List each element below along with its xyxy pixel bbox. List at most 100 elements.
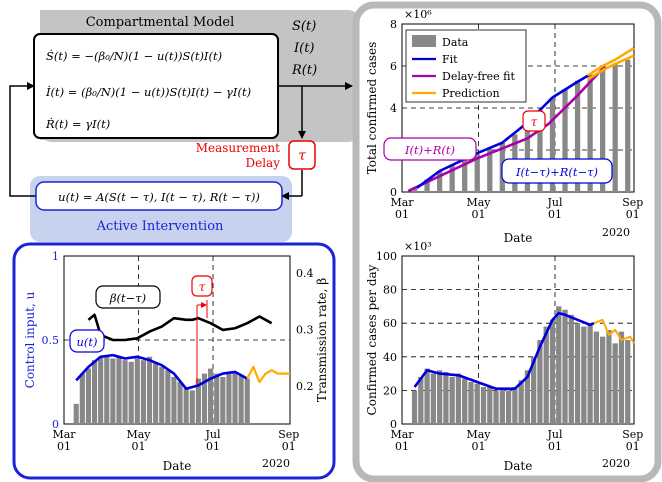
c1-ytick: 8 <box>390 18 397 31</box>
cumulative-exponent: ×10⁶ <box>404 8 432 21</box>
c2-data-bar <box>462 378 468 424</box>
c2-xtick-month: Mar <box>390 428 414 441</box>
c2-data-bar <box>537 340 543 424</box>
c2-data-bar <box>499 388 505 424</box>
c2-ytick: 0 <box>390 418 397 431</box>
c2-data-bar <box>505 390 512 424</box>
c2-data-bar <box>424 368 430 424</box>
c3-xtick-day: 01 <box>57 440 71 453</box>
c2-data-bar <box>468 382 474 424</box>
c3-xtick-month: Jul <box>205 428 221 441</box>
c1-data-bar <box>587 74 593 192</box>
c2-data-bar <box>581 326 587 424</box>
c3-data-bar <box>110 358 116 424</box>
c3-data-bar <box>159 366 165 424</box>
delay-label-line2: Delay <box>246 156 281 170</box>
control-xlabel: Date <box>163 459 192 473</box>
c3-ytick: 0.5 <box>42 334 60 347</box>
c2-xtick-day: 01 <box>626 440 640 453</box>
c1-data-bar <box>474 154 480 192</box>
ann-irdelay-box <box>501 158 613 184</box>
equation-r: Ṙ(t) = γI(t) <box>45 117 110 131</box>
c1-ytick: 6 <box>390 60 397 73</box>
c2-data-bar <box>556 306 562 424</box>
intervention-box <box>35 181 283 211</box>
beta-line <box>87 313 273 342</box>
ann-irdelay: I(t−τ)+R(t−τ) <box>515 165 598 179</box>
c2-ytick: 20 <box>383 384 397 397</box>
c2-data-bar <box>549 319 556 424</box>
c2-data-bar <box>480 387 487 424</box>
c2-data-bar <box>612 343 618 424</box>
c3-data-bar <box>79 373 85 424</box>
cumulative-ylabel: Total confirmed cases <box>365 42 379 175</box>
c1-data-bar <box>600 68 606 192</box>
ann-u: u(t) <box>76 335 97 349</box>
c3-data-bar <box>244 378 250 424</box>
c3-ytick: 0 <box>52 418 59 431</box>
c2-ytick: 80 <box>383 284 397 297</box>
c2-data-bar <box>587 323 593 424</box>
daily-xlabel: Date <box>504 459 533 473</box>
legend-fit-label: Fit <box>442 53 458 66</box>
c3-data-bar <box>214 373 220 424</box>
c2-ytick: 60 <box>383 317 397 330</box>
c3-data-bar <box>232 371 238 424</box>
c3-ytick: 1 <box>52 250 59 263</box>
c3-data-bar <box>98 356 104 424</box>
ann-tau-box <box>522 110 546 132</box>
legend-delayfree-label: Delay-free fit <box>442 70 516 83</box>
c3-xtick-month: Sep <box>278 428 299 441</box>
c2-data-bar <box>600 336 606 424</box>
c3-data-bar <box>128 361 134 424</box>
daily-ylabel: Confirmed cases per day <box>365 264 379 415</box>
u-line <box>75 353 248 391</box>
c3-data-bar <box>165 370 171 424</box>
ann-beta: β(t−τ) <box>109 291 146 305</box>
c2-data-bar <box>606 329 612 424</box>
c1-data-bar <box>574 80 581 192</box>
c1-data-bar <box>612 63 618 193</box>
daily-year: 2020 <box>602 457 630 470</box>
control-ylabel-right: Transmission rate, β <box>315 278 329 402</box>
c2-data-bar <box>449 376 455 424</box>
c2-data-bar <box>455 373 462 424</box>
intervention-formula: u(t) = A(S(t − τ), I(t − τ), R(t − τ)) <box>58 190 260 204</box>
c2-data-bar <box>493 390 499 424</box>
c2-ytick: 40 <box>383 351 397 364</box>
c2-ytick: 100 <box>376 250 397 263</box>
control-year: 2020 <box>262 457 290 470</box>
c2-xtick-day: 01 <box>471 440 485 453</box>
c2-xtick-day: 01 <box>548 440 562 453</box>
c1-ytick: 4 <box>390 102 397 115</box>
c2-data-bar <box>593 331 600 424</box>
c1-data-bar <box>625 59 631 193</box>
daily-fit-line <box>413 311 595 391</box>
c3-data-bar <box>116 356 122 424</box>
ann-beta-box <box>95 285 161 309</box>
c2-data-bar <box>512 387 518 424</box>
c3-data-bar <box>153 363 159 424</box>
c3-data-bar <box>220 376 226 424</box>
ann-tau: τ <box>531 115 538 129</box>
c2-data-bar <box>443 371 449 424</box>
c2-data-bar <box>524 370 531 424</box>
cumulative-xlabel: Date <box>504 231 533 245</box>
ann-ir: I(t)+R(t) <box>404 143 455 157</box>
output-i: I(t) <box>293 41 315 56</box>
ann-u-box <box>69 329 105 353</box>
control-ytick-right: 0.3 <box>296 324 314 337</box>
c1-xtick-month: Jul <box>546 196 562 209</box>
ann-tau2: τ <box>199 280 206 294</box>
c2-data-bar <box>562 309 568 424</box>
feedback-loop <box>9 82 36 197</box>
delay-label-line1: Measurement <box>196 141 280 155</box>
c1-data-bar <box>537 110 543 192</box>
c1-data-bar <box>411 187 418 192</box>
c3-data-bar <box>140 360 146 424</box>
c2-data-bar <box>543 326 549 424</box>
c3-data-bar <box>226 373 232 424</box>
